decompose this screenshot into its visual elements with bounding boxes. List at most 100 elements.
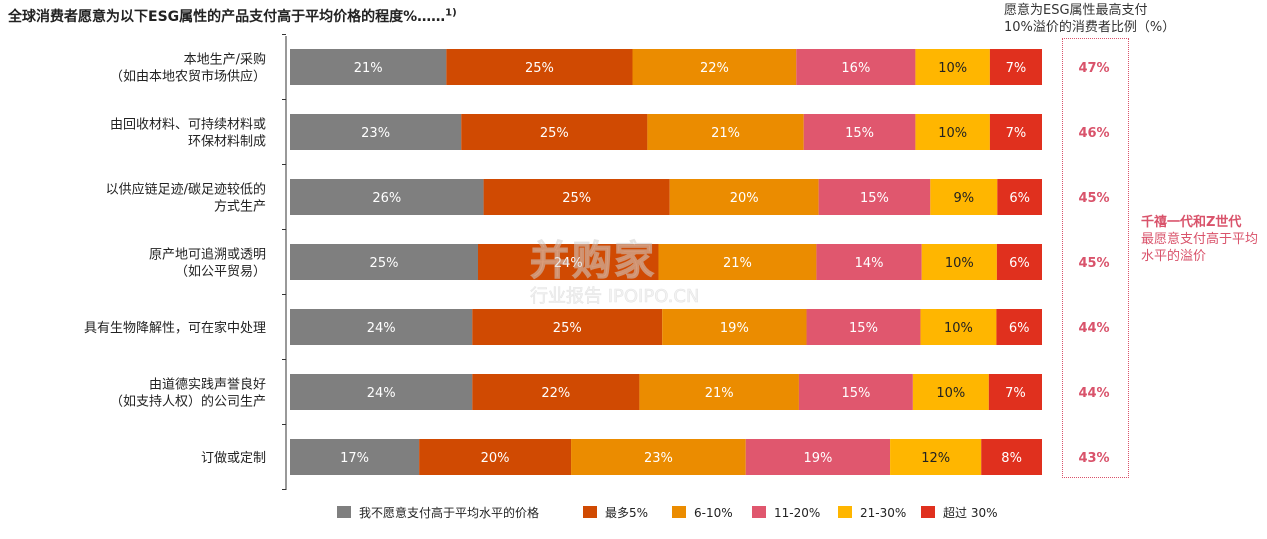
data-label: 10%: [945, 256, 974, 271]
data-label: 15%: [845, 126, 874, 141]
category-label: 由道德实践声誉良好: [149, 377, 266, 393]
bar-segment: [818, 179, 931, 215]
bar-segment: [989, 114, 1042, 150]
data-label: 19%: [803, 451, 832, 466]
data-label: 21%: [705, 386, 734, 401]
category-label: 订做或定制: [201, 451, 266, 466]
data-label: 6%: [1009, 256, 1030, 271]
side-note-text: 最愿意支付高于平均水平的溢价: [1141, 232, 1259, 264]
bar-segment: [290, 309, 473, 345]
bar-segment: [921, 244, 997, 280]
data-label: 15%: [860, 191, 889, 206]
data-label: 7%: [1006, 61, 1027, 76]
data-label: 25%: [525, 61, 554, 76]
bar-segment: [472, 374, 640, 410]
category-label: 方式生产: [214, 199, 266, 215]
bar-segment: [472, 309, 663, 345]
bar-segment: [912, 374, 989, 410]
legend-label: 11-20%: [774, 506, 820, 520]
data-label: 20%: [730, 191, 759, 206]
data-label: 10%: [944, 321, 973, 336]
bar-segment: [803, 114, 916, 150]
data-label: 12%: [921, 451, 950, 466]
highlight-box: [1062, 38, 1129, 478]
data-label: 22%: [700, 61, 729, 76]
bar-segment: [658, 244, 817, 280]
category-label: （如公平贸易）: [175, 264, 266, 280]
legend-label: 21-30%: [860, 506, 906, 520]
bar-segment: [290, 374, 473, 410]
bar-segment: [798, 374, 913, 410]
data-label: 10%: [938, 126, 967, 141]
bar-segment: [419, 439, 572, 475]
legend-swatch: [921, 506, 935, 518]
bar-segment: [632, 49, 797, 85]
bar-segment: [290, 244, 478, 280]
data-label: 15%: [849, 321, 878, 336]
bar-segment: [662, 309, 807, 345]
legend-label: 最多5%: [605, 506, 648, 520]
data-label: 21%: [711, 126, 740, 141]
data-label: 24%: [367, 386, 396, 401]
bar-segment: [930, 179, 998, 215]
bar-segment: [290, 439, 420, 475]
bar-segment: [981, 439, 1042, 475]
data-label: 24%: [554, 256, 583, 271]
category-label: 以供应链足迹/碳足迹较低的: [106, 182, 266, 198]
bar-segment: [920, 309, 997, 345]
right-value: 47%: [1078, 61, 1109, 76]
right-value: 44%: [1078, 386, 1109, 401]
bar-segment: [290, 179, 484, 215]
data-label: 10%: [936, 386, 965, 401]
bar-segment: [483, 179, 670, 215]
bar-segment: [745, 439, 891, 475]
chart-title: 全球消费者愿意为以下ESG属性的产品支付高于平均价格的程度%……1): [8, 7, 457, 25]
bar-segment: [988, 374, 1042, 410]
data-label: 26%: [372, 191, 401, 206]
data-label: 23%: [361, 126, 390, 141]
data-label: 21%: [354, 61, 383, 76]
data-label: 20%: [481, 451, 510, 466]
data-label: 19%: [720, 321, 749, 336]
side-note: 千禧一代和Z世代 最愿意支付高于平均水平的溢价: [1141, 214, 1261, 265]
data-label: 6%: [1009, 191, 1030, 206]
bar-segment: [915, 49, 990, 85]
data-label: 7%: [1006, 126, 1027, 141]
bar-segment: [290, 114, 462, 150]
data-label: 25%: [370, 256, 399, 271]
side-note-heading: 千禧一代和Z世代: [1141, 215, 1242, 230]
data-label: 9%: [954, 191, 975, 206]
bar-segment: [446, 49, 633, 85]
bar-segment: [647, 114, 804, 150]
legend-swatch: [672, 506, 686, 518]
data-label: 25%: [540, 126, 569, 141]
right-value: 45%: [1078, 256, 1109, 271]
right-value: 45%: [1078, 191, 1109, 206]
data-label: 15%: [841, 386, 870, 401]
data-label: 25%: [553, 321, 582, 336]
bar-segment: [806, 309, 921, 345]
data-label: 24%: [367, 321, 396, 336]
legend-swatch: [583, 506, 597, 518]
data-label: 23%: [644, 451, 673, 466]
data-label: 21%: [723, 256, 752, 271]
data-label: 8%: [1001, 451, 1022, 466]
category-label: 环保材料制成: [188, 135, 266, 150]
data-label: 14%: [855, 256, 884, 271]
bar-segment: [290, 49, 447, 85]
right-header-line-1: 愿意为ESG属性最高支付: [1004, 3, 1148, 18]
category-label: （如支持人权）的公司生产: [110, 394, 266, 410]
data-label: 6%: [1009, 321, 1030, 336]
data-label: 22%: [541, 386, 570, 401]
right-value: 43%: [1078, 451, 1109, 466]
legend-swatch: [337, 506, 351, 518]
data-label: 17%: [340, 451, 369, 466]
right-value: 46%: [1078, 126, 1109, 141]
bar-segment: [571, 439, 746, 475]
legend-label: 我不愿意支付高于平均水平的价格: [359, 505, 539, 520]
data-label: 10%: [938, 61, 967, 76]
bar-segment: [915, 114, 990, 150]
bar-segment: [989, 49, 1042, 85]
bar-segment: [997, 179, 1042, 215]
